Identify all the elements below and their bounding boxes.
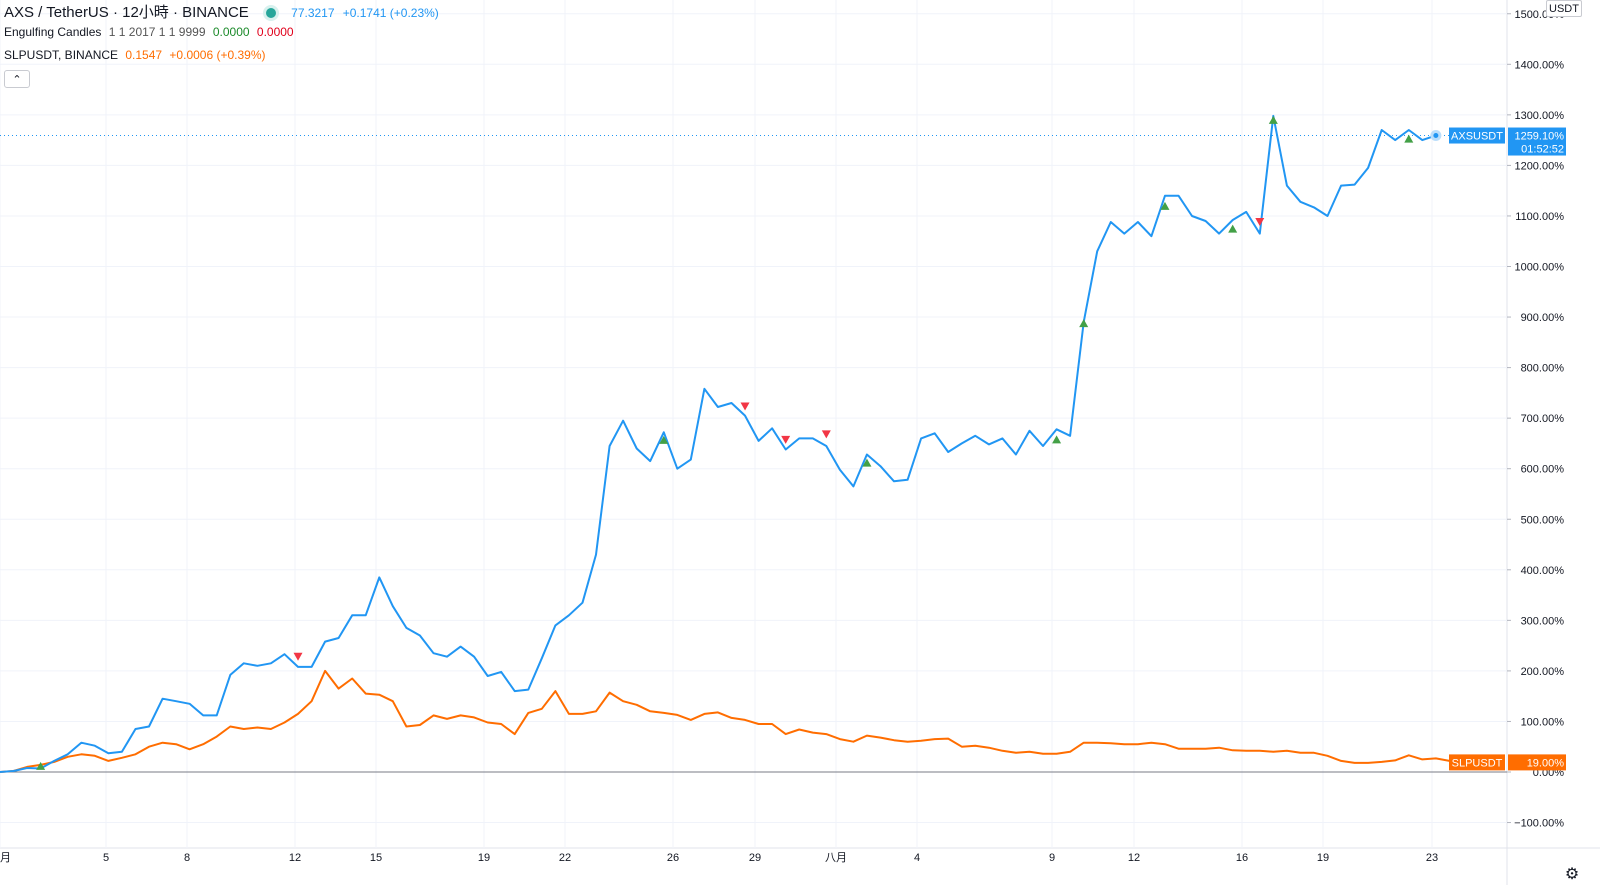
series-line-slpusdt <box>0 669 1491 773</box>
x-tick-label: 9 <box>1049 852 1055 864</box>
compare-legend[interactable]: SLPUSDT, BINANCE 0.1547 +0.0006 (+0.39%) <box>4 48 270 62</box>
y-tick-label: 800.00% <box>1521 363 1565 375</box>
bullish-engulfing-marker <box>1160 201 1170 210</box>
y-tick-label: 300.00% <box>1521 615 1565 627</box>
x-tick-label: 5 <box>103 852 109 864</box>
symbol-legend: AXS / TetherUS · 12小時 · BINANCE 77.3217 … <box>4 1 443 22</box>
bearish-engulfing-marker <box>821 430 831 439</box>
last-price-dot <box>1430 130 1442 142</box>
x-tick-label: 23 <box>1426 852 1438 864</box>
series-line-axsusdt <box>0 114 1437 773</box>
y-tick-label: 500.00% <box>1521 514 1565 526</box>
bearish-engulfing-marker <box>293 652 303 661</box>
bullish-engulfing-marker <box>659 435 669 444</box>
y-tick-label: −100.00% <box>1514 818 1564 830</box>
bearish-engulfing-marker <box>781 435 791 444</box>
y-tick-label: 1200.00% <box>1514 160 1564 172</box>
x-tick-label: 19 <box>478 852 490 864</box>
y-tick-label: 700.00% <box>1521 413 1565 425</box>
y-tick-label: 400.00% <box>1521 565 1565 577</box>
y-tick-label: 1000.00% <box>1514 262 1564 274</box>
y-tick-label: 900.00% <box>1521 312 1565 324</box>
axs-symbol-tag-label: AXSUSDT <box>1451 131 1503 143</box>
axs-price-tag <box>1508 127 1566 156</box>
bullish-engulfing-marker <box>1228 224 1238 233</box>
slp-price-tag <box>1508 754 1566 771</box>
slp-symbol-tag <box>1449 754 1505 771</box>
x-tick-label: 月 <box>0 852 11 864</box>
bullish-engulfing-marker <box>1404 134 1414 143</box>
x-tick-label: 26 <box>667 852 679 864</box>
symbol-change: +0.1741 (+0.23%) <box>342 6 439 20</box>
y-tick-label: 100.00% <box>1521 716 1565 728</box>
indicator-name: Engulfing Candles <box>4 25 102 39</box>
x-tick-label: 12 <box>1128 852 1140 864</box>
bearish-engulfing-marker <box>740 402 750 411</box>
y-tick-label: 1400.00% <box>1514 59 1564 71</box>
bearish-engulfing-marker <box>1255 218 1265 227</box>
compare-title: SLPUSDT, BINANCE <box>4 48 119 62</box>
axs-symbol-tag <box>1449 127 1505 144</box>
bullish-engulfing-marker <box>1052 435 1062 444</box>
bullish-engulfing-marker <box>1079 319 1089 328</box>
x-tick-label: 16 <box>1236 852 1248 864</box>
currency-selector[interactable]: USDT <box>1546 0 1582 17</box>
x-tick-label: 15 <box>370 852 382 864</box>
chevron-up-icon: ⌃ <box>12 74 22 86</box>
status-dot-icon <box>262 5 279 22</box>
indicator-value-1: 0.0000 <box>212 25 250 39</box>
compare-change: +0.0006 (+0.39%) <box>169 48 266 62</box>
symbol-value: 77.3217 <box>291 6 335 20</box>
x-tick-label: 22 <box>559 852 571 864</box>
compare-value: 0.1547 <box>125 48 163 62</box>
x-tick-label: 4 <box>914 852 920 864</box>
gear-icon[interactable]: ⚙ <box>1564 866 1580 883</box>
x-tick-label: 8 <box>184 852 190 864</box>
x-tick-label: 29 <box>749 852 761 864</box>
y-tick-label: 1300.00% <box>1514 110 1564 122</box>
y-tick-label: 600.00% <box>1521 464 1565 476</box>
y-tick-label: 1100.00% <box>1515 211 1564 223</box>
x-tick-label: 八月 <box>825 852 847 864</box>
collapse-legend-button[interactable]: ⌃ <box>4 70 30 88</box>
indicator-value-2: 0.0000 <box>256 25 294 39</box>
axs-price-tag-label: 1259.10% <box>1514 131 1564 143</box>
x-tick-label: 12 <box>289 852 301 864</box>
axs-countdown-label: 01:52:52 <box>1521 144 1564 156</box>
symbol-title[interactable]: AXS / TetherUS · 12小時 · BINANCE <box>4 4 249 21</box>
slp-symbol-tag-label: SLPUSDT <box>1452 757 1503 769</box>
bullish-engulfing-marker <box>1268 115 1278 124</box>
indicator-legend[interactable]: Engulfing Candles 1 1 2017 1 1 9999 0.00… <box>4 25 298 39</box>
slp-price-tag-label: 19.00% <box>1527 757 1565 769</box>
x-tick-label: 19 <box>1317 852 1329 864</box>
bullish-engulfing-marker <box>862 458 872 467</box>
indicator-params: 1 1 2017 1 1 9999 <box>108 25 206 39</box>
bullish-engulfing-marker <box>36 761 46 770</box>
y-tick-label: 200.00% <box>1521 666 1565 678</box>
